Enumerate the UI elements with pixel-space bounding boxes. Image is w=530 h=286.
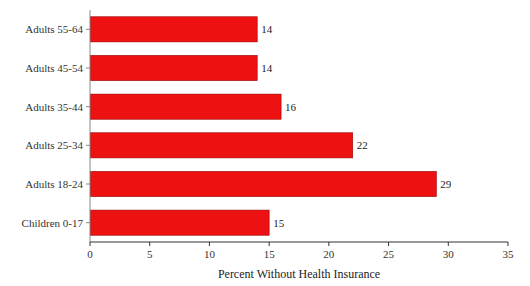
x-tick-label: 5 bbox=[147, 248, 153, 260]
y-tick-label: Adults 45-54 bbox=[25, 62, 83, 74]
data-label: 14 bbox=[261, 23, 273, 35]
y-tick bbox=[86, 29, 90, 30]
x-tick-label: 20 bbox=[323, 248, 335, 260]
y-tick-label: Adults 18-24 bbox=[25, 178, 83, 190]
x-tick bbox=[269, 242, 270, 246]
y-tick bbox=[86, 68, 90, 69]
x-tick-label: 35 bbox=[503, 248, 515, 260]
y-tick-label: Adults 55-64 bbox=[25, 23, 83, 35]
y-tick-label: Adults 25-34 bbox=[25, 139, 83, 151]
x-tick-label: 10 bbox=[204, 248, 216, 260]
x-tick bbox=[388, 242, 389, 246]
x-tick bbox=[90, 242, 91, 246]
x-tick bbox=[149, 242, 150, 246]
bar bbox=[90, 55, 257, 80]
data-label: 22 bbox=[357, 139, 368, 151]
x-tick-label: 0 bbox=[87, 248, 93, 260]
data-label: 16 bbox=[285, 101, 297, 113]
y-tick-label: Children 0-17 bbox=[22, 217, 84, 229]
y-tick bbox=[86, 222, 90, 223]
y-tick bbox=[86, 145, 90, 146]
bar bbox=[90, 17, 257, 42]
bar bbox=[90, 171, 436, 196]
data-label: 15 bbox=[273, 217, 285, 229]
chart-svg: 14 14 16 22 29 15 0 5 10 15 20 25 30 35 Adults 55-64 Ad… bbox=[0, 0, 530, 286]
x-axis-label: Percent Without Health Insurance bbox=[218, 267, 380, 281]
y-tick-label: Adults 35-44 bbox=[25, 101, 83, 113]
x-tick bbox=[448, 242, 449, 246]
x-tick bbox=[508, 242, 509, 246]
bar bbox=[90, 94, 281, 119]
bar bbox=[90, 133, 353, 158]
y-tick bbox=[86, 106, 90, 107]
y-tick bbox=[86, 184, 90, 185]
bar bbox=[90, 210, 269, 235]
x-axis-line bbox=[90, 242, 508, 243]
x-tick-label: 25 bbox=[383, 248, 395, 260]
data-label: 29 bbox=[440, 178, 452, 190]
data-label: 14 bbox=[261, 62, 273, 74]
bars bbox=[90, 17, 436, 235]
x-tick-label: 30 bbox=[443, 248, 455, 260]
chart-container: 14 14 16 22 29 15 0 5 10 15 20 25 30 35 Adults 55-64 Ad… bbox=[0, 0, 530, 286]
x-tick bbox=[209, 242, 210, 246]
y-axis-line bbox=[90, 10, 91, 242]
x-tick bbox=[328, 242, 329, 246]
x-tick-label: 15 bbox=[264, 248, 276, 260]
